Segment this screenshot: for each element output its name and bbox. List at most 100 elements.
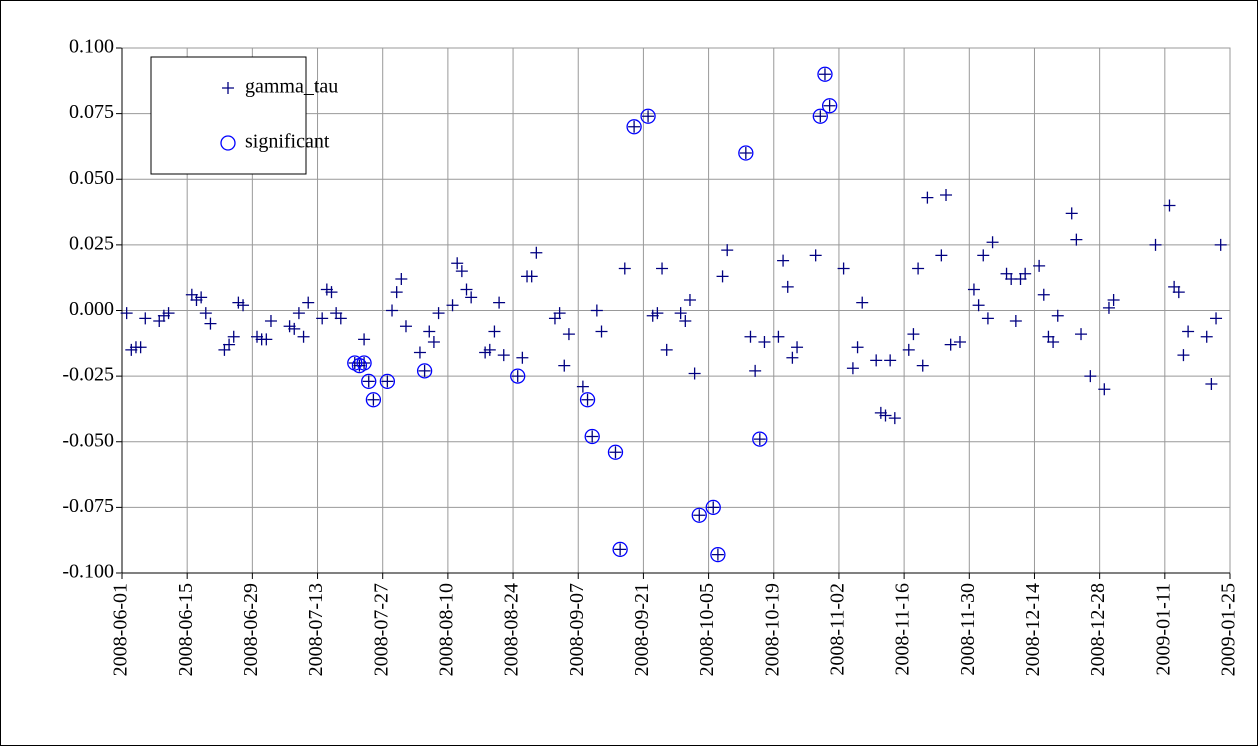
point [511, 370, 524, 383]
x-tick-label: 2008-11-02 [827, 583, 849, 676]
point [781, 280, 794, 293]
point [497, 349, 510, 362]
point [1200, 330, 1213, 343]
significant-point [821, 98, 838, 114]
point [325, 286, 338, 299]
x-tick-label: 2008-08-10 [435, 583, 457, 676]
y-tick-label: 0.000 [69, 298, 114, 320]
point [316, 312, 329, 325]
point [423, 325, 436, 338]
marks [120, 66, 1227, 563]
point [758, 336, 771, 348]
point [358, 333, 371, 346]
point [525, 270, 538, 283]
legend-label: gamma_tau [245, 76, 338, 98]
grid: -0.100 -0.075 -0.050 -0.025 0.000 0.025 0.050 0… [62, 36, 1239, 677]
significant-point [584, 428, 600, 445]
point [688, 367, 701, 380]
x-tick-label: 2008-11-30 [957, 583, 979, 676]
point [1172, 286, 1185, 299]
point [818, 68, 831, 81]
point [125, 343, 138, 356]
y-tick-label: -0.075 [62, 495, 114, 517]
significant-point [812, 108, 828, 124]
point [153, 315, 166, 327]
point [660, 343, 673, 356]
y-tick-label: 0.100 [69, 36, 114, 58]
point [683, 294, 696, 306]
y-tick-label: 0.050 [69, 167, 114, 189]
point [809, 249, 822, 262]
point [493, 296, 506, 309]
point [1047, 336, 1060, 348]
legend-label: significant [245, 131, 330, 153]
significant-point [710, 546, 726, 563]
point [739, 147, 752, 159]
point [581, 393, 594, 406]
x-tick-label: 2009-01-25 [1218, 583, 1240, 676]
point [1051, 309, 1064, 322]
x-tick-label: 2008-07-13 [305, 583, 327, 676]
point [721, 244, 734, 257]
point [921, 191, 934, 204]
point [981, 312, 994, 325]
point [162, 307, 175, 320]
significant-point [416, 363, 433, 379]
point [1075, 328, 1088, 341]
y-tick-label: -0.050 [62, 429, 114, 451]
significant-point [361, 373, 377, 390]
point [590, 304, 603, 317]
point [358, 357, 371, 369]
legend: gamma_tau significant [150, 56, 338, 175]
point [576, 380, 589, 393]
point [977, 249, 990, 262]
point [967, 283, 980, 296]
point [548, 312, 561, 325]
x-tick-label: 2008-09-21 [631, 583, 653, 676]
point [455, 265, 468, 278]
point [814, 110, 827, 123]
point [395, 273, 408, 285]
point [139, 312, 152, 325]
point [320, 283, 333, 296]
legend-marker [220, 135, 236, 151]
point [1019, 267, 1032, 280]
x-tick-label: 2008-07-27 [370, 583, 392, 676]
point [846, 362, 859, 375]
point [413, 346, 426, 359]
significant-point [738, 145, 754, 161]
point [744, 330, 757, 343]
point [679, 315, 692, 327]
point [334, 312, 347, 325]
significant-point [640, 108, 656, 124]
y-tick-label: -0.100 [62, 561, 114, 583]
point [972, 299, 985, 312]
x-tick-label: 2008-06-01 [110, 583, 132, 676]
point [1009, 315, 1022, 327]
point [1210, 312, 1223, 325]
point [791, 341, 804, 354]
significant-point [365, 392, 382, 408]
significant-point [752, 431, 768, 447]
x-tick-label: 2008-11-16 [892, 583, 914, 676]
point [185, 288, 198, 301]
point [381, 375, 394, 388]
point [1037, 288, 1050, 301]
point [386, 304, 399, 317]
point [218, 343, 231, 356]
significant-point [579, 392, 596, 408]
point [390, 286, 403, 299]
significant-point [626, 119, 642, 135]
point [693, 509, 706, 522]
point [134, 341, 147, 354]
point [656, 262, 669, 275]
point [888, 412, 901, 425]
point [916, 359, 929, 372]
point [1098, 383, 1111, 396]
point [483, 343, 496, 356]
significant-point [705, 499, 721, 516]
point [944, 338, 957, 351]
legend-marker [222, 82, 234, 94]
point [1084, 370, 1097, 383]
x-tick-label: 2008-10-19 [761, 583, 783, 676]
